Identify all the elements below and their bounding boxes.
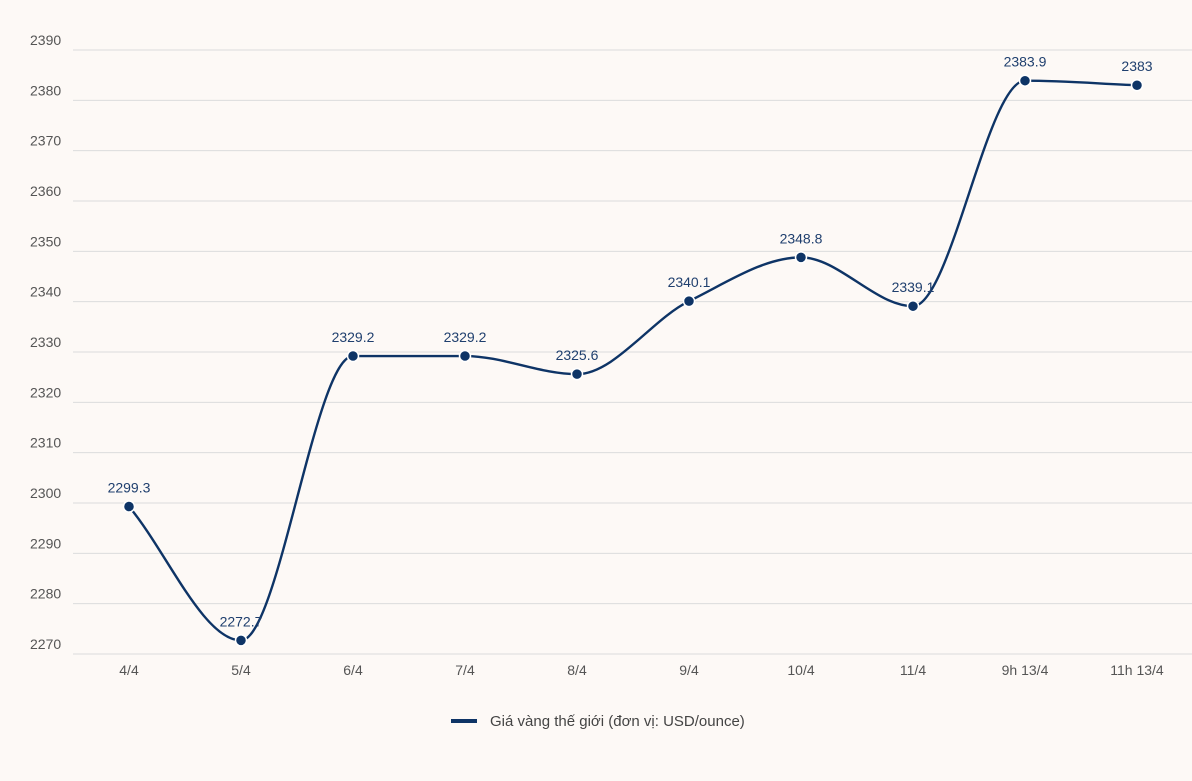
- data-label: 2383.9: [1004, 54, 1047, 70]
- y-tick-label: 2270: [30, 636, 61, 652]
- data-point-1: [234, 634, 248, 647]
- data-point-5: [682, 294, 696, 308]
- x-tick-label: 5/4: [231, 662, 251, 678]
- y-tick-label: 2300: [30, 485, 61, 501]
- y-tick-label: 2340: [30, 284, 61, 300]
- y-axis-ticks: 2270 2280 2290 2300 2310 2320 2330 2340 2350 2360…: [30, 32, 61, 652]
- y-tick-label: 2370: [30, 133, 61, 149]
- x-tick-label: 8/4: [567, 662, 587, 678]
- y-tick-label: 2390: [30, 32, 61, 48]
- data-point-2: [346, 349, 360, 363]
- data-point-6: [794, 251, 808, 264]
- y-tick-label: 2380: [30, 82, 61, 98]
- data-label: 2299.3: [108, 480, 151, 496]
- legend: Giá vàng thế giới (đơn vị: USD/ounce): [451, 713, 745, 730]
- data-label: 2340.1: [668, 274, 711, 290]
- y-tick-label: 2350: [30, 233, 61, 249]
- data-point-0: [122, 500, 136, 513]
- data-label: 2329.2: [332, 329, 375, 345]
- grid-lines: [73, 49, 1192, 655]
- x-tick-label: 11/4: [900, 662, 926, 678]
- data-point-4: [570, 367, 584, 381]
- legend-label: Giá vàng thế giới (đơn vị: USD/ounce): [490, 713, 745, 730]
- x-tick-label: 9/4: [679, 662, 699, 678]
- data-point-8: [1018, 74, 1032, 87]
- data-point-7: [906, 299, 920, 313]
- x-tick-label: 10/4: [787, 662, 814, 678]
- x-axis-ticks: 4/4 5/4 6/4 7/4 8/4 9/4 10/4 11/4 9h 13/4 11h 13/…: [119, 662, 1164, 678]
- y-tick-label: 2310: [30, 435, 61, 451]
- data-label: 2348.8: [780, 230, 823, 246]
- y-tick-label: 2360: [30, 183, 61, 199]
- data-label: 2272.7: [220, 613, 263, 629]
- x-tick-label: 11h 13/4: [1110, 662, 1164, 678]
- y-tick-label: 2320: [30, 384, 61, 400]
- x-tick-label: 4/4: [119, 662, 139, 678]
- data-label: 2329.2: [444, 329, 487, 345]
- x-tick-label: 7/4: [455, 662, 475, 678]
- data-label: 2383: [1121, 58, 1152, 74]
- y-tick-label: 2280: [30, 586, 61, 602]
- x-tick-label: 9h 13/4: [1002, 662, 1049, 678]
- series-line: [127, 79, 1139, 642]
- data-point-9: [1130, 78, 1144, 92]
- y-tick-label: 2290: [30, 535, 61, 551]
- data-label: 2325.6: [556, 347, 599, 363]
- y-tick-label: 2330: [30, 334, 61, 350]
- x-tick-label: 6/4: [343, 662, 363, 678]
- data-label: 2339.1: [892, 279, 935, 295]
- data-labels: 2299.3 2272.7 2329.2 2329.2 2325.6 2340.1 2348…: [108, 54, 1153, 630]
- data-points: [122, 74, 1144, 647]
- data-point-3: [458, 349, 472, 363]
